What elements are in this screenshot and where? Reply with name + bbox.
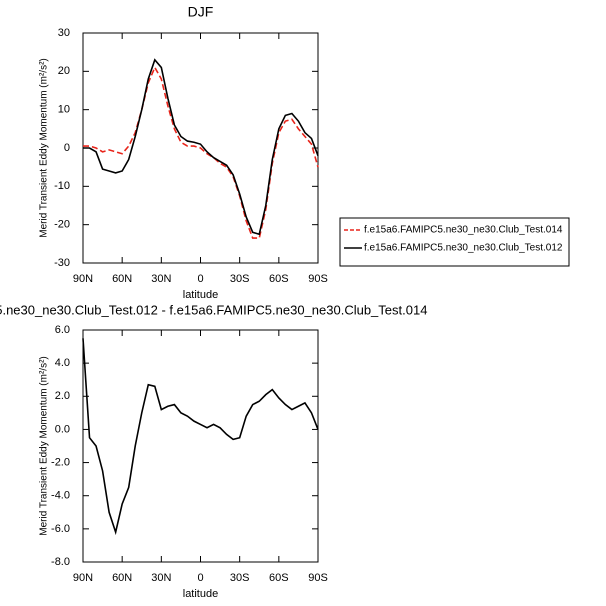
y-tick-label: -2.0 bbox=[51, 456, 70, 468]
data-line bbox=[83, 65, 319, 239]
y-tick-label: 6.0 bbox=[55, 324, 70, 336]
x-tick-label: 30S bbox=[230, 572, 250, 584]
x-tick-label: 90N bbox=[73, 572, 93, 584]
y-tick-label: 30 bbox=[58, 27, 70, 39]
y-tick-label: -30 bbox=[54, 257, 70, 269]
y-tick-label: 4.0 bbox=[55, 357, 70, 369]
data-line bbox=[83, 58, 319, 236]
y-axis-label: Merid Transient Eddy Momentum (m²/s²) bbox=[39, 58, 50, 238]
y-tick-label: 10 bbox=[58, 104, 70, 116]
y-axis-label: Merid Transient Eddy Momentum (m²/s²) bbox=[39, 356, 50, 536]
y-tick-label: 20 bbox=[58, 65, 70, 77]
y-tick-label: 0 bbox=[64, 142, 70, 154]
x-tick-label: 60S bbox=[269, 273, 289, 285]
x-tick-label: 30N bbox=[151, 572, 171, 584]
x-tick-label: 30S bbox=[230, 273, 250, 285]
y-tick-label: -6.0 bbox=[51, 523, 70, 535]
y-tick-label: -10 bbox=[54, 180, 70, 192]
y-tick-label: 0.0 bbox=[55, 423, 70, 435]
x-axis-label: latitude bbox=[183, 289, 218, 301]
x-tick-label: 90N bbox=[73, 273, 93, 285]
data-line bbox=[82, 338, 319, 536]
plot-frame bbox=[82, 329, 319, 563]
y-tick-label: -20 bbox=[54, 219, 70, 231]
x-tick-label: 90S bbox=[308, 273, 328, 285]
legend-box bbox=[339, 217, 570, 267]
x-tick-label: 60N bbox=[112, 273, 132, 285]
chart-title: IPC5.ne30_ne30.Club_Test.012 - f.e15a6.F… bbox=[0, 302, 427, 317]
y-tick-label: -4.0 bbox=[51, 490, 70, 502]
legend-label: f.e15a6.FAMIPC5.ne30_ne30.Club_Test.012 bbox=[364, 243, 563, 254]
x-tick-label: 30N bbox=[151, 273, 171, 285]
x-tick-label: 0 bbox=[197, 572, 203, 584]
x-tick-label: 90S bbox=[308, 572, 328, 584]
x-tick-label: 0 bbox=[197, 273, 203, 285]
x-tick-label: 60N bbox=[112, 572, 132, 584]
x-tick-label: 60S bbox=[269, 572, 289, 584]
y-tick-label: -8.0 bbox=[51, 556, 70, 568]
y-tick-label: 2.0 bbox=[55, 390, 70, 402]
chart-title: DJF bbox=[188, 4, 214, 20]
legend-label: f.e15a6.FAMIPC5.ne30_ne30.Club_Test.014 bbox=[364, 225, 563, 236]
x-axis-label: latitude bbox=[183, 588, 218, 600]
